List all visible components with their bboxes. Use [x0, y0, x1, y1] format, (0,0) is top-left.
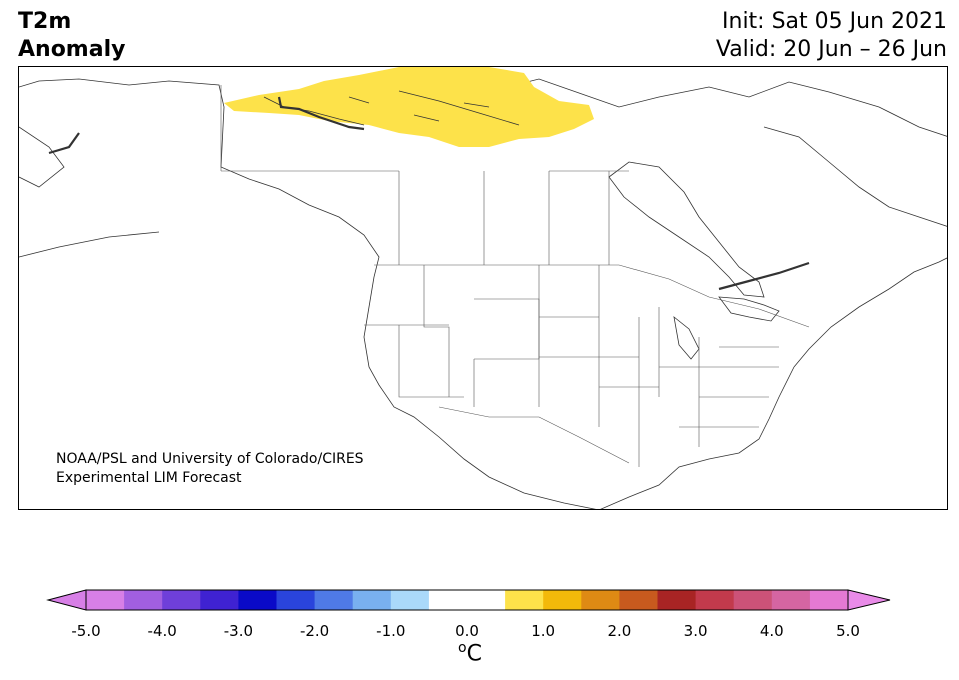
colorbar-segment — [467, 590, 506, 610]
degree-symbol: o — [458, 640, 467, 656]
forecast-dates: Init: Sat 05 Jun 2021 Valid: 20 Jun – 26… — [716, 8, 947, 64]
north-america-map — [19, 67, 947, 509]
colorbar-tick-label: -4.0 — [147, 622, 177, 640]
coastline-overlay — [263, 90, 520, 126]
colorbar-segment — [771, 590, 811, 610]
colorbar-segment — [238, 590, 277, 610]
credit-line2: Experimental LIM Forecast — [56, 470, 242, 486]
colorbar-tick-label: -3.0 — [223, 622, 254, 640]
us-mexico-border — [438, 406, 630, 464]
colorbar-segment — [200, 590, 239, 610]
colorbar — [46, 589, 891, 611]
colorbar-segment — [657, 590, 697, 610]
unit-letter: C — [466, 641, 482, 667]
great-lakes — [718, 296, 780, 322]
colorbar-segment — [505, 590, 544, 610]
init-date: Init: Sat 05 Jun 2021 — [722, 9, 947, 34]
colorbar-segment — [352, 590, 392, 610]
colorbar-segment — [581, 590, 620, 610]
colorbar-segment — [276, 590, 316, 610]
us-canada-border — [374, 264, 810, 328]
title-line1: T2m — [18, 9, 72, 34]
colorbar-tick-label: -5.0 — [71, 622, 101, 640]
colorbar-tick-label: 2.0 — [607, 622, 632, 640]
canada-provinces — [221, 170, 629, 265]
credit-line1: NOAA/PSL and University of Colorado/CIRE… — [56, 451, 364, 467]
great-lakes-2 — [673, 316, 700, 360]
colorbar-tick-label: -2.0 — [299, 622, 330, 640]
colorbar-segment — [390, 590, 430, 610]
colorbar-segment — [619, 590, 658, 610]
colorbar-segment — [733, 590, 773, 610]
us-states-west — [364, 265, 540, 407]
boundaries — [220, 85, 810, 467]
colorbar-frame — [85, 589, 849, 611]
colorbar-segment — [162, 590, 201, 610]
labrador-coast — [763, 126, 947, 227]
colorbar-segment — [543, 590, 582, 610]
colorbar-segments — [86, 590, 849, 610]
colorbar-segment — [428, 590, 468, 610]
us-states-central — [538, 265, 659, 467]
colorbar-segment — [809, 590, 849, 610]
major-rivers — [48, 96, 810, 291]
colorbar-tick-label: -1.0 — [376, 622, 406, 640]
map-frame: NOAA/PSL and University of Colorado/CIRE… — [18, 66, 948, 510]
us-states-east — [658, 307, 779, 447]
colorbar-segment — [314, 590, 354, 610]
colorbar-segment — [695, 590, 735, 610]
title-line2: Anomaly — [18, 37, 126, 62]
colorbar-tick-label: 3.0 — [683, 622, 708, 640]
hudson-bay — [608, 161, 765, 298]
atlantic-coast — [793, 257, 947, 368]
colorbar-tick-label: 0.0 — [455, 622, 479, 640]
pacific-coast — [363, 276, 597, 509]
alaska-west — [19, 126, 65, 188]
colorbar-under-arrow — [46, 589, 87, 611]
colorbar-over-arrow — [847, 589, 891, 611]
valid-date: Valid: 20 Jun – 26 Jun — [715, 37, 947, 62]
gulf-coast — [600, 366, 795, 509]
map-title: T2m Anomaly — [18, 8, 125, 64]
colorbar-segment — [124, 590, 163, 610]
warm-anomaly-region — [224, 67, 594, 147]
colorbar-segment — [86, 590, 125, 610]
colorbar-tick-label: 1.0 — [531, 622, 556, 640]
colorbar-tick-label: 4.0 — [759, 622, 784, 640]
colorbar-unit: oC — [440, 640, 500, 666]
aleutians — [19, 231, 160, 258]
credit-text: NOAA/PSL and University of Colorado/CIRE… — [56, 450, 364, 488]
colorbar-tick-label: 5.0 — [836, 622, 860, 640]
